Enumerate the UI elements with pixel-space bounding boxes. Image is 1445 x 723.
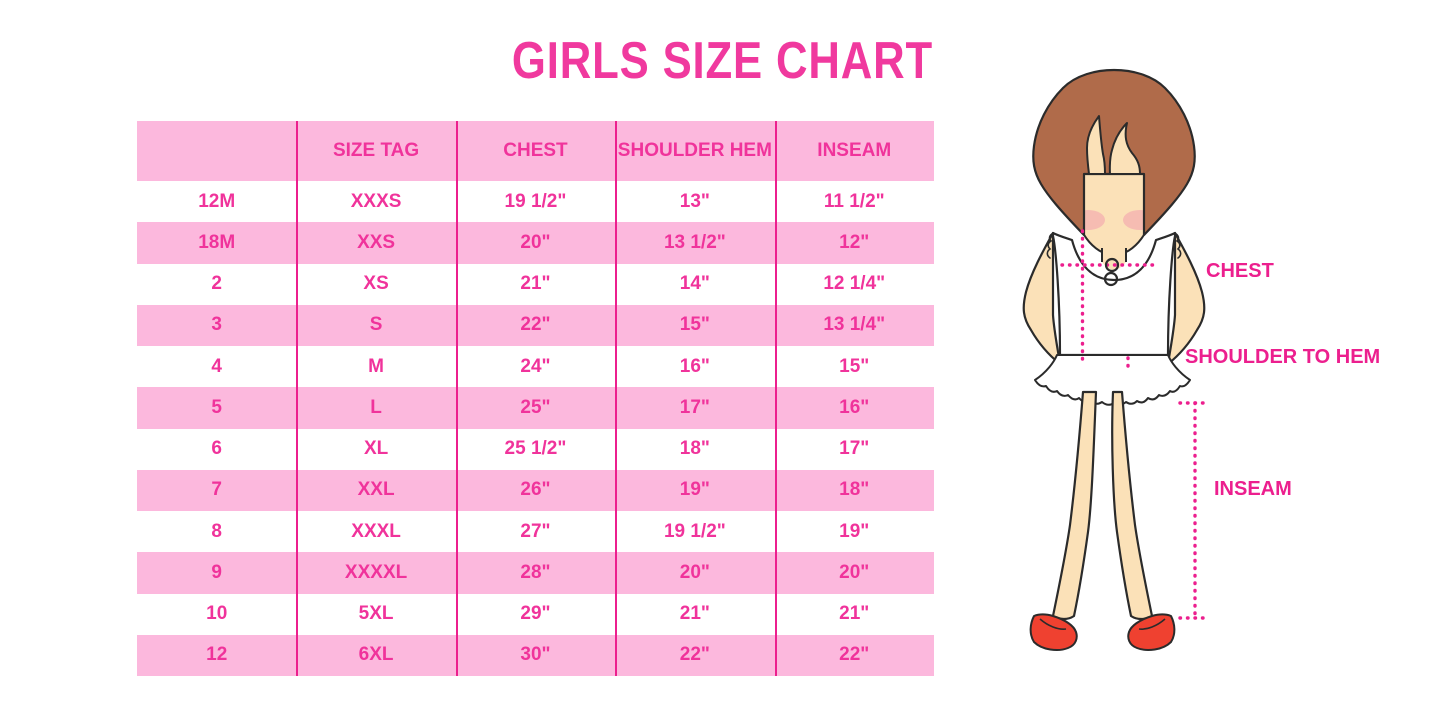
svg-text:SHOULDER TO HEM: SHOULDER TO HEM bbox=[1185, 346, 1380, 368]
svg-text:CHEST: CHEST bbox=[1206, 260, 1274, 282]
svg-text:INSEAM: INSEAM bbox=[1214, 478, 1292, 500]
